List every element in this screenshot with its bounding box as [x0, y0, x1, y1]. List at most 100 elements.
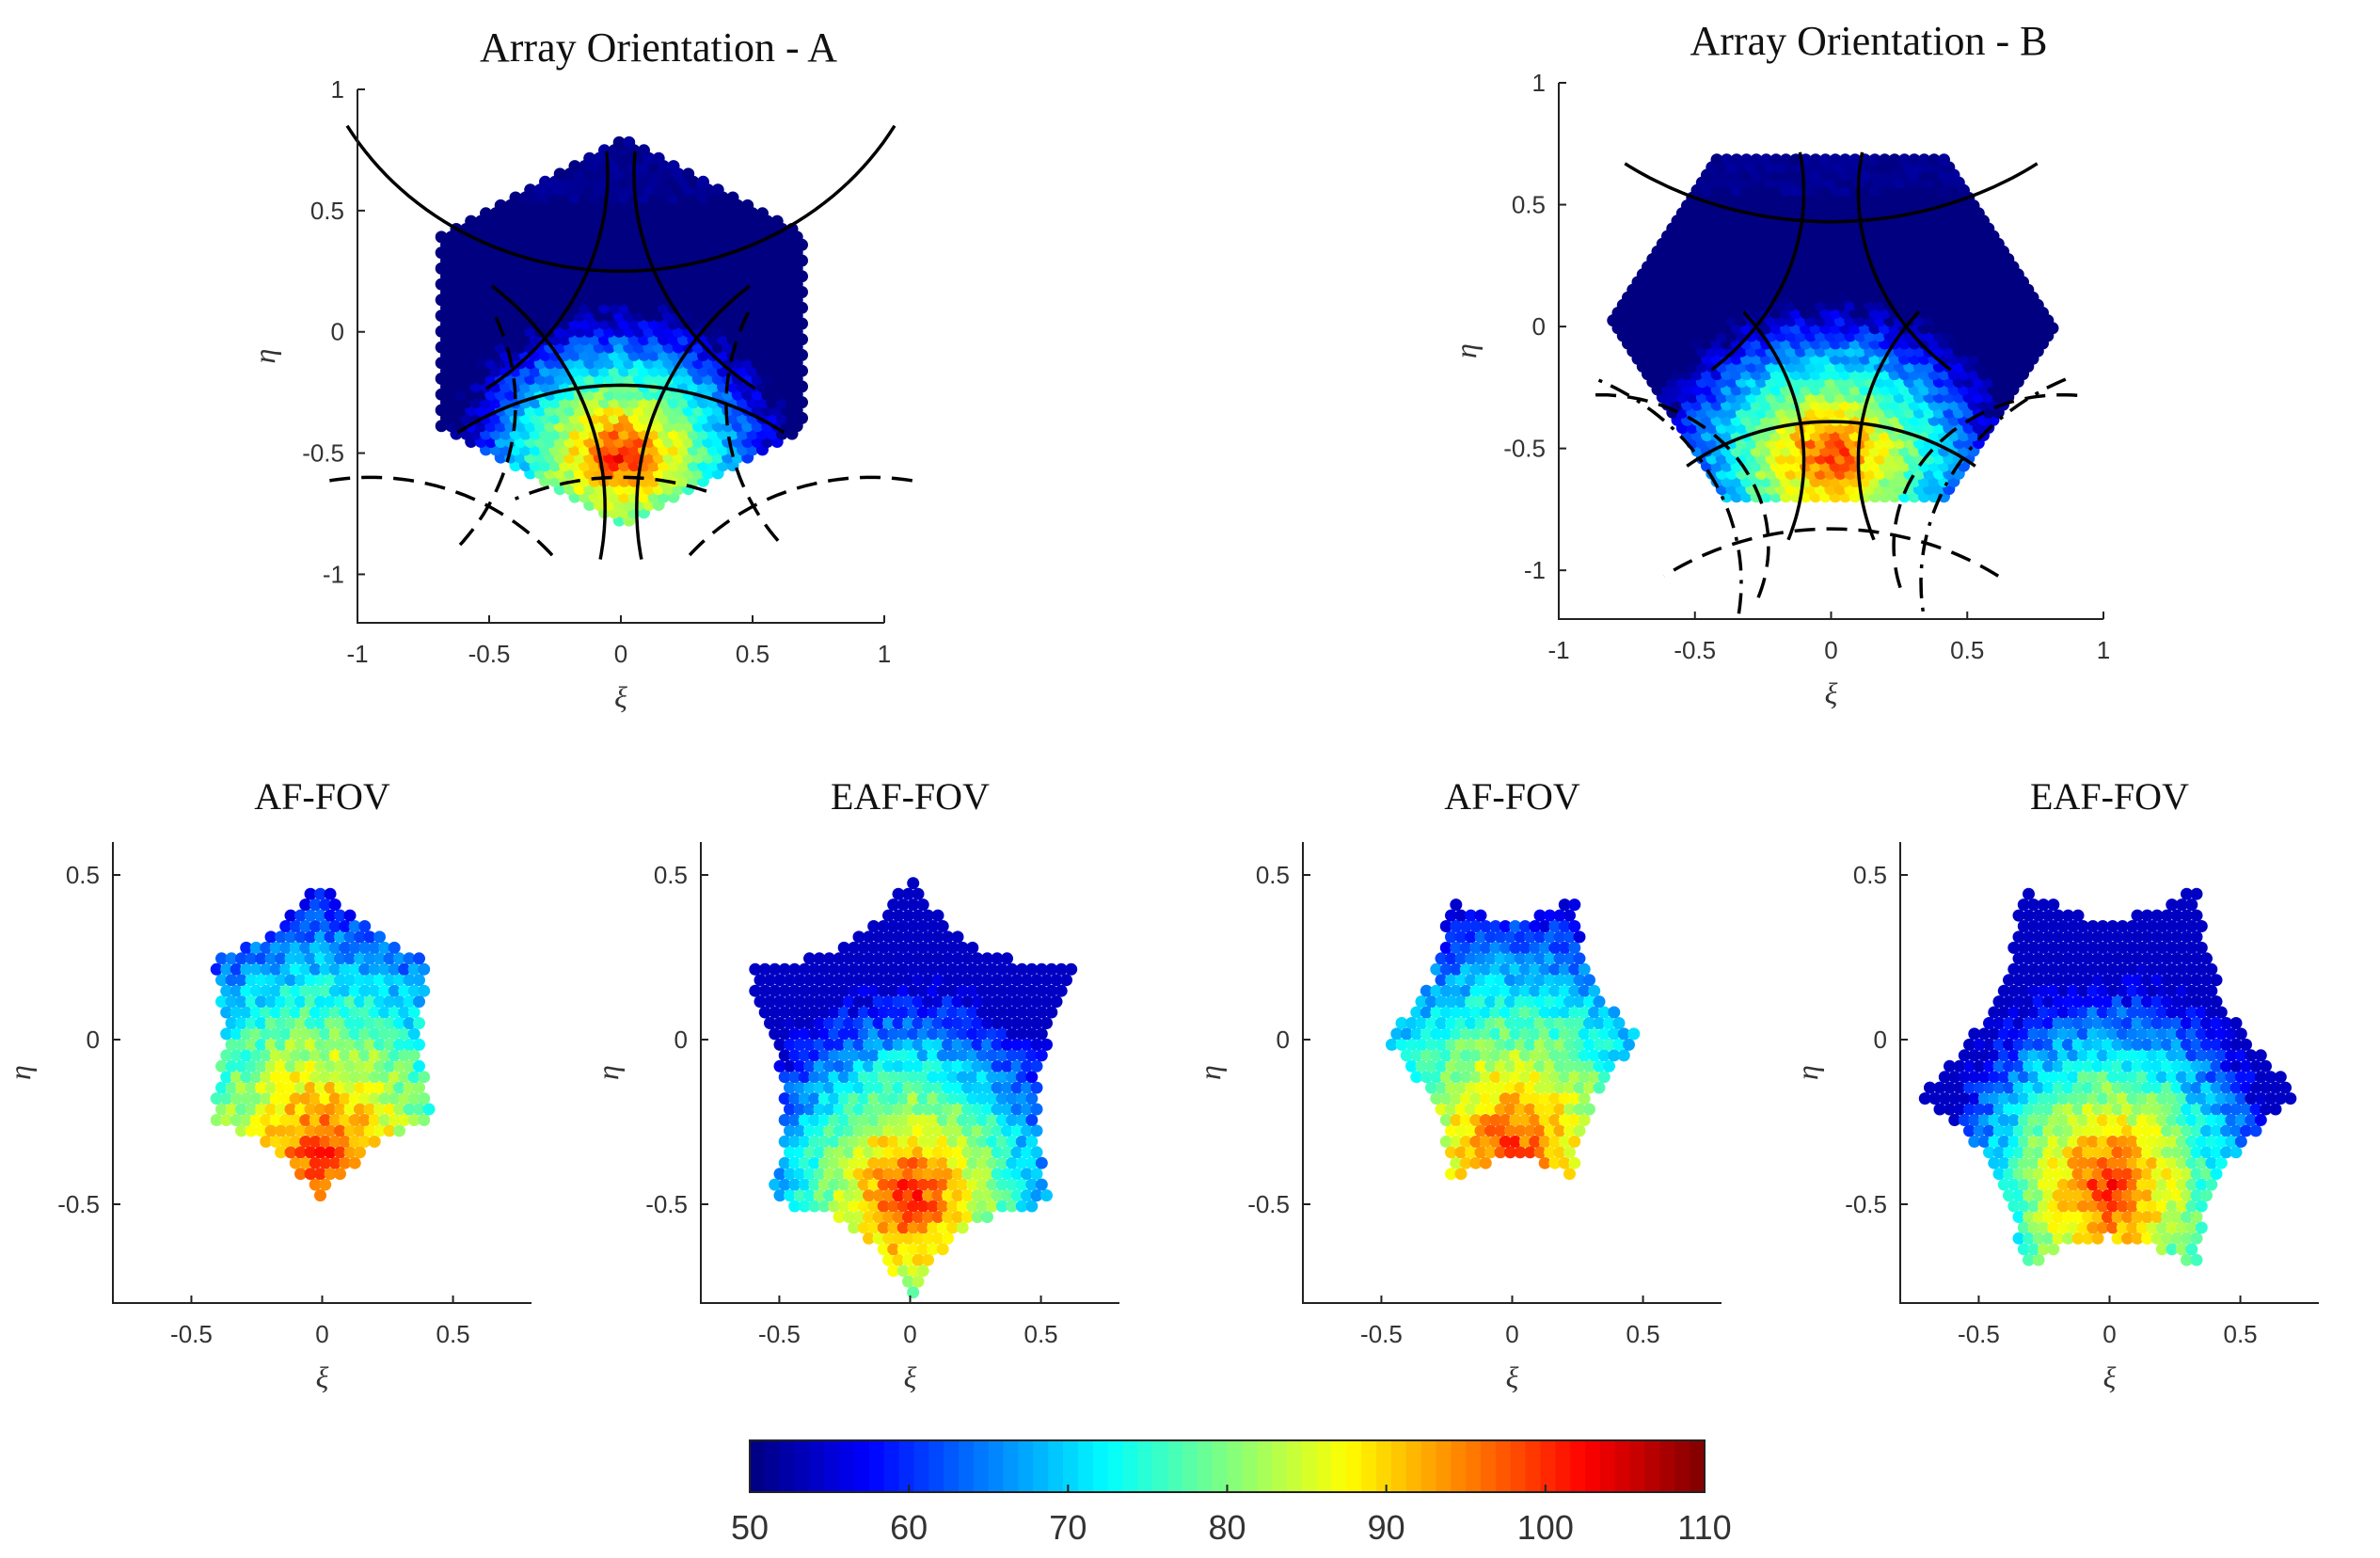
y-tick-label: 0.5 [66, 861, 100, 889]
y-tick-label: 0.5 [1512, 191, 1546, 219]
heatmap-cell [638, 144, 650, 157]
heatmap-cell [981, 1211, 993, 1223]
heatmap-cell [907, 877, 920, 890]
heatmap-cell [422, 1103, 436, 1116]
heatmap-cell [1627, 1027, 1641, 1041]
heatmap-cell [2214, 1156, 2228, 1169]
heatmap-cell [418, 1071, 431, 1084]
y-tick-label: 0 [674, 1025, 688, 1054]
heatmap-cell [912, 1275, 925, 1288]
solid-arc [491, 284, 607, 560]
dashed-arc [688, 475, 913, 557]
heatmap-F [1918, 887, 2297, 1266]
heatmap-cell [553, 167, 566, 181]
heatmap-cell [1563, 1146, 1576, 1159]
chart-title: Array Orientation - B [1690, 18, 2048, 64]
heatmap-cell [324, 887, 337, 900]
heatmap-cell [956, 1221, 969, 1234]
heatmap-cell [1035, 1156, 1048, 1169]
heatmap-cell [348, 1156, 361, 1169]
x-axis-label: ξ [316, 1360, 329, 1394]
y-axis-label: η [3, 1065, 37, 1080]
y-axis-label: η [591, 1065, 625, 1080]
heatmap-cell [393, 1124, 405, 1137]
heatmap-cell [1608, 1006, 1621, 1019]
heatmap-cell [413, 974, 425, 987]
heatmap-cell [2190, 1253, 2203, 1266]
heatmap-cell [328, 898, 341, 912]
heatmap-cell [465, 215, 478, 228]
x-tick-label: -0.5 [468, 640, 511, 668]
heatmap-cell [951, 930, 964, 944]
x-tick-label: 0 [614, 640, 627, 668]
heatmap-cell [1055, 984, 1068, 997]
heatmap-cell [667, 160, 680, 173]
heatmap-cell [1583, 1103, 1595, 1116]
heatmap-cell [1479, 1156, 1492, 1169]
heatmap-cell [1045, 1006, 1058, 1019]
dashed-arc [458, 311, 517, 547]
heatmap-cell [418, 984, 431, 997]
heatmap-cell [2185, 1243, 2198, 1256]
heatmap-cell [1597, 1071, 1610, 1084]
heatmap-cell [623, 135, 636, 149]
heatmap-cell [936, 920, 949, 932]
heatmap-cell [936, 1243, 949, 1256]
heatmap-cell [539, 175, 551, 188]
heatmap-cell [966, 941, 979, 954]
heatmap-cell [942, 1232, 954, 1245]
heatmap-cell [368, 1135, 381, 1148]
heatmap-cell [1035, 1049, 1048, 1062]
heatmap-cell [435, 231, 448, 244]
dashed-arc [1662, 527, 2000, 578]
x-axis-label: ξ [1825, 676, 1838, 710]
heatmap-cell [2200, 1189, 2213, 1202]
heatmap-cell [2229, 1146, 2243, 1159]
heatmap-cell [2205, 1178, 2218, 1191]
heatmap-cell [418, 1092, 431, 1105]
x-tick-label: 0 [315, 1320, 328, 1348]
solid-arc [632, 151, 756, 390]
heatmap-cell [682, 167, 695, 181]
heatmap-cell [1588, 984, 1601, 997]
solid-arc [345, 124, 896, 274]
heatmap-cell [319, 1178, 332, 1191]
x-axis-label: ξ [1506, 1360, 1519, 1394]
heatmap-cell [334, 1168, 346, 1181]
chart-title: EAF-FOV [831, 775, 990, 818]
overlay-arcs-A [328, 124, 913, 560]
heatmap-cell [1050, 995, 1063, 1009]
heatmap-cell [1025, 1071, 1039, 1084]
heatmap-cell [2254, 1114, 2267, 1126]
heatmap-cell [524, 183, 537, 197]
heatmap-cell [354, 1146, 366, 1159]
chart-title: Array Orientation - A [480, 24, 837, 71]
heatmap-cell [413, 1017, 425, 1029]
heatmap-cell [1568, 1156, 1581, 1169]
heatmap-cell [509, 191, 522, 204]
heatmap-cell [1578, 962, 1591, 976]
heatmap-cell [418, 1114, 431, 1126]
heatmap-cell [2234, 1135, 2247, 1148]
heatmap-cell [1030, 1168, 1043, 1181]
heatmap-cell [1030, 1124, 1043, 1137]
heatmap-cell [418, 962, 431, 976]
y-tick-label: 1 [331, 75, 344, 103]
heatmap-cell [480, 207, 492, 220]
heatmap-cell [1450, 898, 1463, 912]
x-axis-label: ξ [614, 680, 627, 714]
x-tick-label: -0.5 [170, 1320, 213, 1348]
x-tick-label: -0.5 [1674, 636, 1716, 664]
heatmap-cell [1030, 1146, 1043, 1159]
heatmap-cell [388, 941, 401, 954]
heatmap-cell [697, 175, 709, 188]
heatmap-cell [756, 207, 769, 220]
x-tick-label: 0.5 [736, 640, 770, 668]
heatmap-cell [1578, 1114, 1591, 1126]
